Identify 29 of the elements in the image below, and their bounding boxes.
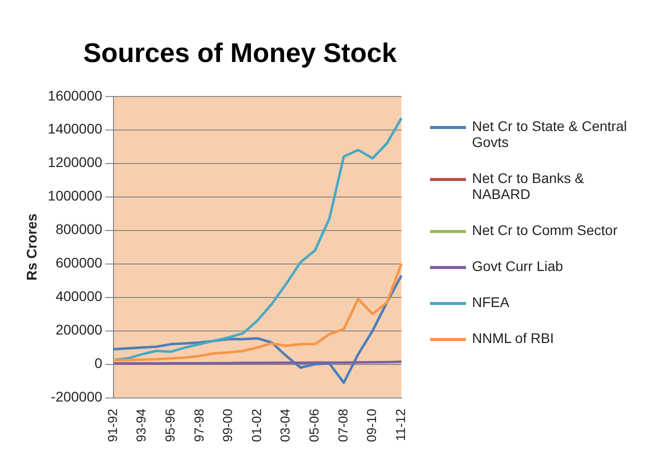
- y-tick-label: -200000: [50, 388, 103, 405]
- y-tick-label: 1000000: [48, 188, 103, 204]
- x-tick-label: 09-10: [364, 408, 380, 442]
- y-tick-label: 800000: [56, 221, 103, 238]
- y-tick-label: 600000: [56, 254, 103, 271]
- x-tick-label: 03-04: [278, 408, 293, 442]
- y-tick-label: 0: [94, 355, 103, 372]
- legend-label: Net Cr to State & Central Govts: [472, 118, 628, 150]
- legend-label: NNML of RBI: [472, 330, 554, 346]
- x-tick-label: 99-00: [220, 408, 236, 442]
- x-tick-label: 05-06: [306, 408, 322, 442]
- y-tick-label: 200000: [56, 322, 103, 338]
- y-axis-title: Rs Crores: [23, 213, 40, 281]
- chart-title: Sources of Money Stock: [82, 38, 398, 69]
- legend-label: Govt Curr Liab: [472, 258, 564, 274]
- legend-label: NFEA: [472, 294, 510, 310]
- x-tick-label: 07-08: [335, 408, 350, 442]
- x-tick-label: 95-96: [162, 408, 178, 442]
- x-tick-label: 93-94: [134, 408, 149, 442]
- y-tick-label: 400000: [56, 288, 103, 304]
- x-tick-label: 91-92: [104, 408, 120, 442]
- x-tick-label: 97-98: [191, 408, 206, 442]
- y-tick-label: 1400000: [48, 120, 103, 137]
- y-tick-label: 1200000: [48, 154, 103, 170]
- y-tick-label: 1600000: [48, 87, 103, 104]
- x-tick-label: 01-02: [248, 408, 264, 442]
- legend-label: Net Cr to Banks & NABARD: [472, 170, 586, 202]
- x-tick-label: 11-12: [392, 408, 408, 442]
- legend-label: Net Cr to Comm Sector: [472, 222, 618, 238]
